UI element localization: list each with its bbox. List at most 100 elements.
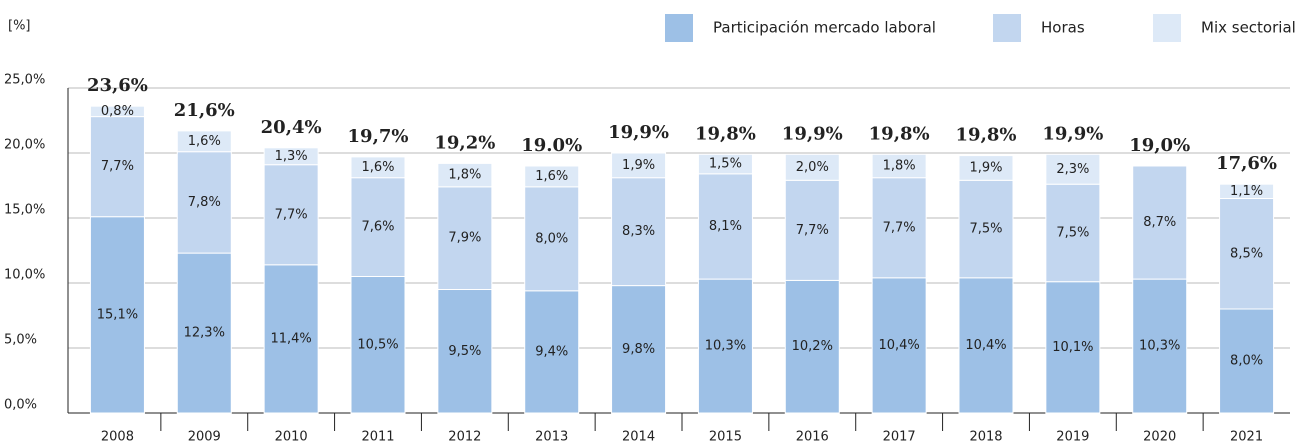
total-label: 19.0% — [521, 135, 582, 156]
value-label: 1,8% — [448, 168, 481, 183]
legend-swatch — [993, 14, 1021, 42]
total-label: 23,6% — [87, 75, 148, 96]
value-label: 2,0% — [796, 160, 829, 175]
x-tick-label: 2021 — [1230, 430, 1263, 445]
total-label: 21,6% — [174, 100, 235, 121]
value-label: 7,7% — [275, 207, 308, 222]
bar-segment — [263, 164, 319, 266]
y-unit-label: [%] — [8, 19, 31, 34]
bar-segment — [871, 153, 927, 179]
total-label: 19,9% — [608, 122, 669, 143]
bar-segment — [176, 130, 232, 153]
value-label: 9,4% — [535, 344, 568, 359]
y-tick-label: 10,0% — [4, 268, 45, 283]
value-label: 7,7% — [101, 159, 134, 174]
value-label: 12,3% — [184, 326, 225, 341]
x-tick-label: 2018 — [969, 430, 1002, 445]
bar-segment — [1219, 183, 1275, 199]
bar-segment — [1219, 198, 1275, 310]
x-tick-label: 2010 — [275, 430, 308, 445]
legend-label: Mix sectorial — [1201, 19, 1296, 37]
x-tick-label: 2015 — [709, 430, 742, 445]
bar-segment — [958, 155, 1014, 181]
y-tick-label: 0,0% — [4, 398, 37, 413]
x-tick-label: 2009 — [188, 430, 221, 445]
value-label: 9,8% — [622, 342, 655, 357]
bar-segment — [611, 285, 667, 414]
total-label: 19,2% — [434, 132, 495, 153]
bar-segment — [611, 152, 667, 179]
bar-segment — [350, 177, 406, 277]
x-tick-label: 2008 — [101, 430, 134, 445]
total-label: 19,8% — [956, 125, 1017, 146]
bar-segment — [437, 162, 493, 188]
value-label: 7,9% — [448, 231, 481, 246]
value-label: 0,8% — [101, 104, 134, 119]
value-label: 10,1% — [1052, 340, 1093, 355]
value-label: 9,5% — [448, 344, 481, 359]
value-label: 10,3% — [1139, 339, 1180, 354]
bar-segment — [1045, 281, 1101, 414]
bar-segment — [871, 177, 927, 279]
bar-segment — [263, 147, 319, 166]
x-tick-label: 2013 — [535, 430, 568, 445]
bar-segment — [176, 151, 232, 254]
bar-segment — [350, 156, 406, 179]
value-label: 8,0% — [535, 231, 568, 246]
bar-segment — [89, 105, 145, 118]
bar-segment — [1132, 278, 1188, 414]
legend-swatch — [665, 14, 693, 42]
x-tick-label: 2012 — [448, 430, 481, 445]
total-label: 17,6% — [1216, 153, 1277, 174]
value-label: 1,3% — [275, 149, 308, 164]
value-label: 8,3% — [622, 224, 655, 239]
bar-segment — [89, 116, 145, 218]
value-label: 10,5% — [357, 337, 398, 352]
value-label: 1,9% — [622, 158, 655, 173]
value-label: 1,6% — [535, 169, 568, 184]
total-label: 19,8% — [869, 123, 930, 144]
value-label: 1,1% — [1230, 184, 1263, 199]
value-label: 8,0% — [1230, 354, 1263, 369]
bar-segment — [784, 179, 840, 281]
bar-segment — [89, 216, 145, 414]
bar-segment — [176, 252, 232, 414]
bar-segment — [263, 264, 319, 414]
bar-segment — [697, 278, 753, 414]
value-label: 8,1% — [709, 219, 742, 234]
bar-segment — [1045, 153, 1101, 185]
value-label: 1,8% — [883, 159, 916, 174]
x-tick-label: 2019 — [1056, 430, 1089, 445]
value-label: 15,1% — [97, 307, 138, 322]
legend-label: Horas — [1041, 19, 1085, 37]
legend-label: Participación mercado laboral — [713, 19, 936, 37]
legend-swatch — [1153, 14, 1181, 42]
value-label: 10,4% — [965, 338, 1006, 353]
y-tick-label: 15,0% — [4, 203, 45, 218]
total-label: 19,9% — [1042, 123, 1103, 144]
x-tick-label: 2011 — [361, 430, 394, 445]
total-label: 19,9% — [782, 123, 843, 144]
bar-segment — [350, 276, 406, 414]
value-label: 10,3% — [705, 339, 746, 354]
bar-segment — [871, 277, 927, 414]
value-label: 1,6% — [188, 134, 221, 149]
bar-segment — [611, 177, 667, 287]
y-tick-label: 25,0% — [4, 73, 45, 88]
bar-segment — [1219, 308, 1275, 414]
total-label: 19,0% — [1129, 135, 1190, 156]
bar-segment — [784, 279, 840, 414]
bar-segment — [958, 277, 1014, 414]
value-label: 1,6% — [361, 160, 394, 175]
value-label: 7,5% — [969, 222, 1002, 237]
value-label: 7,6% — [361, 220, 394, 235]
value-label: 7,8% — [188, 195, 221, 210]
x-tick-label: 2017 — [883, 430, 916, 445]
value-label: 8,7% — [1143, 215, 1176, 230]
bar-segment — [1045, 183, 1101, 283]
bar-segment — [697, 173, 753, 280]
bar-segment — [437, 186, 493, 290]
value-label: 10,2% — [792, 339, 833, 354]
value-label: 1,9% — [969, 160, 1002, 175]
